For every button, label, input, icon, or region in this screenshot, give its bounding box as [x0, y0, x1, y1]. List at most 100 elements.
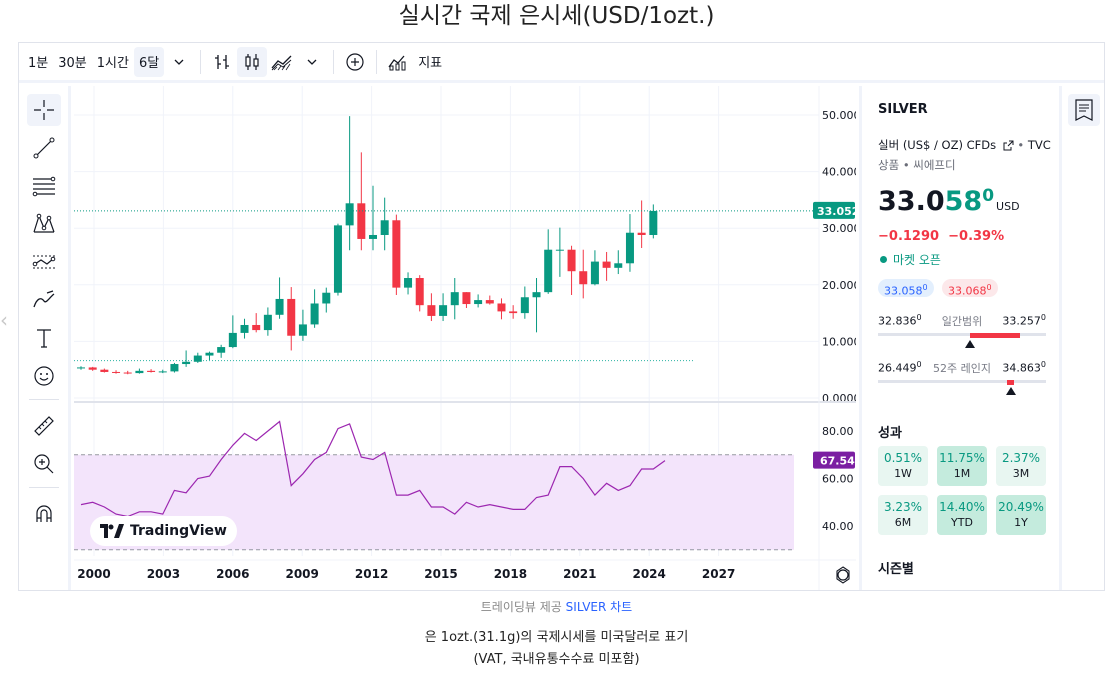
- fib-retracement-icon[interactable]: [27, 170, 61, 202]
- candle-body: [123, 372, 132, 374]
- interval-1h-button[interactable]: 1시간: [96, 56, 129, 71]
- performance-1y[interactable]: 20.49% 1Y: [996, 495, 1046, 535]
- time-axis-tick-label: 2024: [632, 567, 665, 581]
- chart-settings-icon[interactable]: [836, 566, 850, 584]
- brush-tool-icon[interactable]: [27, 284, 61, 316]
- candle-body: [240, 324, 249, 333]
- candle-body: [485, 300, 494, 304]
- candle-body: [170, 364, 179, 372]
- zoom-in-icon[interactable]: [27, 448, 61, 480]
- price-axis-tick-label: 10.0000: [822, 335, 856, 348]
- chart-area[interactable]: 50.0000 40.0000 30.0000 20.0000 10.0000 0.000…: [74, 86, 868, 590]
- last-price-label: 33.0520: [817, 205, 856, 218]
- text-tool-icon[interactable]: [27, 322, 61, 354]
- performance-3m[interactable]: 2.37% 3M: [996, 446, 1046, 486]
- symbol-description: 실버 (US$ / OZ) CFDs • TVC: [878, 138, 1051, 154]
- prev-arrow-icon[interactable]: ‹: [0, 308, 8, 332]
- candle-body: [462, 292, 471, 305]
- time-axis-tick-label: 2006: [216, 567, 249, 581]
- indicators-icon[interactable]: [383, 47, 413, 77]
- candle-body: [228, 332, 237, 348]
- symbol-category: 상품 • 씨에프디: [878, 158, 956, 172]
- tradingview-logo[interactable]: TradingView: [90, 516, 237, 546]
- external-link-icon[interactable]: [1003, 140, 1014, 154]
- trend-line-icon[interactable]: [27, 132, 61, 164]
- performance-6m[interactable]: 3.23% 6M: [878, 495, 928, 535]
- compare-add-icon[interactable]: [340, 47, 370, 77]
- candle-body: [380, 220, 389, 235]
- page-title: 실시간 국제 은시세(USD/1ozt.): [398, 3, 715, 29]
- price-axis-tick-label: 0.0000: [822, 392, 856, 405]
- candle-body: [205, 352, 214, 356]
- chart-type-dropdown-chevron-icon[interactable]: [297, 47, 327, 77]
- time-axis-tick-label: 2003: [147, 567, 180, 581]
- forecast-tool-icon[interactable]: [27, 246, 61, 278]
- price-axis-tick-label: 30.0000: [822, 222, 856, 235]
- week52-range-fill: [1007, 380, 1014, 385]
- tradingview-logo-icon: [100, 524, 124, 538]
- interval-30m-button[interactable]: 30분: [58, 56, 87, 71]
- interval-6m-button[interactable]: 6달: [133, 46, 165, 77]
- market-status: 마켓 오픈: [880, 251, 941, 268]
- time-axis-tick-label: 2018: [494, 567, 527, 581]
- candle-body: [450, 292, 459, 306]
- crosshair-icon[interactable]: [27, 94, 61, 126]
- chart-settings-icon[interactable]: [837, 569, 849, 581]
- drawbar-divider: [29, 487, 59, 488]
- candle-body: [182, 361, 191, 365]
- chart-credit: 트레이딩뷰 제공 SILVER 차트: [480, 600, 633, 614]
- pattern-tool-icon[interactable]: [27, 208, 61, 240]
- candle-body: [263, 314, 272, 331]
- symbol-chart-link[interactable]: SILVER 차트: [565, 600, 633, 614]
- bar-chart-type-icon[interactable]: [207, 47, 237, 77]
- candle-body: [427, 305, 436, 316]
- indicators-button[interactable]: 지표: [418, 56, 443, 71]
- rsi-last-badge: [813, 451, 855, 469]
- symbol-name[interactable]: SILVER: [878, 102, 928, 117]
- time-axis-tick-label: 2009: [285, 567, 318, 581]
- price-change: −0.1290 −0.39%: [878, 229, 1005, 244]
- candle-body: [322, 292, 331, 304]
- right-sidebar: [1059, 86, 1104, 590]
- emoji-icon[interactable]: [27, 360, 61, 392]
- candle-body: [520, 297, 529, 314]
- seasonals-heading: 시즌별: [878, 562, 914, 577]
- rsi-line: [80, 420, 666, 518]
- candle-chart-type-icon[interactable]: [237, 46, 268, 77]
- area-chart-type-icon[interactable]: [267, 47, 297, 77]
- rsi-axis-tick-label: 40.00: [822, 520, 854, 533]
- candle-body: [77, 367, 85, 369]
- candle-body: [625, 232, 634, 264]
- toolbar-divider: [376, 49, 378, 74]
- day-range-marker-icon: [965, 340, 975, 348]
- exchange-name: TVC: [1027, 138, 1051, 152]
- performance-ytd[interactable]: 14.40% YTD: [937, 495, 987, 535]
- ruler-icon[interactable]: [27, 410, 61, 442]
- tradingview-widget: 1분 30분 1시간 6달 지표: [18, 42, 1105, 591]
- toolbar-divider: [200, 49, 202, 74]
- interval-dropdown-chevron-icon[interactable]: [164, 47, 194, 77]
- day-range-fill: [970, 333, 1020, 338]
- candle-body: [112, 371, 121, 373]
- candle-body: [193, 355, 202, 362]
- price-axis-tick-label: 40.0000: [822, 166, 856, 179]
- market-open-dot-icon: [880, 256, 887, 263]
- time-axis-tick-label: 2015: [424, 567, 457, 581]
- interval-1m-button[interactable]: 1분: [28, 56, 49, 71]
- week52-range-track: [878, 380, 1046, 383]
- bid-price-badge: 33.0580: [878, 279, 934, 298]
- week52-range-marker-icon: [1006, 387, 1016, 395]
- candle-body: [333, 225, 342, 293]
- candle-body: [135, 370, 144, 374]
- performance-1w[interactable]: 0.51% 1W: [878, 446, 928, 486]
- magnet-icon[interactable]: [27, 498, 61, 530]
- candle-body: [392, 220, 401, 288]
- drawing-toolbar: [19, 86, 71, 590]
- performance-1m[interactable]: 11.75% 1M: [937, 446, 987, 486]
- candle-body: [637, 232, 646, 235]
- candle-body: [298, 324, 307, 336]
- candle-body: [509, 311, 518, 314]
- day-range-track: [878, 333, 1046, 336]
- time-axis-tick-label: 2021: [563, 567, 596, 581]
- watchlist-details-icon[interactable]: [1068, 94, 1100, 126]
